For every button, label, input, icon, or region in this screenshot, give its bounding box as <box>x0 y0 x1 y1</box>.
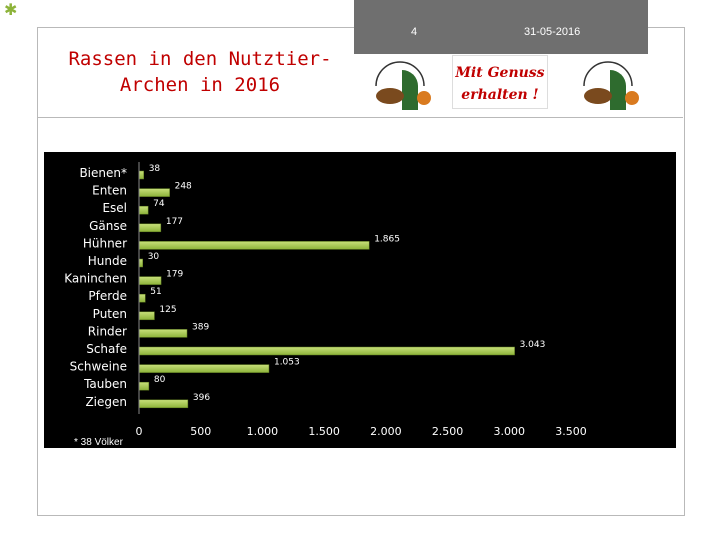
category-label: Esel <box>102 201 127 215</box>
category-label: Schafe <box>86 342 127 356</box>
bar <box>138 364 270 373</box>
category-label: Ziegen <box>85 395 127 409</box>
value-label: 74 <box>153 199 165 209</box>
x-tick-label: 1.000 <box>247 425 279 438</box>
bar <box>138 293 146 303</box>
bar <box>138 276 162 285</box>
category-label: Enten <box>92 184 127 198</box>
farm-logo-right <box>583 61 639 110</box>
door-shape <box>610 70 626 110</box>
slogan-banner: Mit Genuss erhalten ! <box>452 55 548 109</box>
value-label: 1.865 <box>374 234 400 244</box>
x-tick-label: 1.500 <box>308 425 340 438</box>
value-label: 3.043 <box>520 340 546 350</box>
bar <box>138 346 515 356</box>
x-axis-ticks: 0 500 1.000 1.500 2.000 2.500 3.000 3.500 <box>136 425 587 438</box>
farm-logo-left <box>375 61 431 110</box>
arch-line <box>583 61 633 87</box>
category-label: Tauben <box>83 377 127 391</box>
slide-date: 31-05-2016 <box>524 26 581 38</box>
category-label: Puten <box>93 307 127 321</box>
x-tick-label: 2.000 <box>370 425 402 438</box>
value-label: 38 <box>149 164 161 174</box>
value-label: 177 <box>166 217 183 227</box>
value-label: 30 <box>148 252 160 262</box>
category-label: Gänse <box>89 219 127 233</box>
value-label: 125 <box>159 305 176 315</box>
x-tick-label: 2.500 <box>432 425 464 438</box>
value-label: 1.053 <box>274 358 300 368</box>
door-shape <box>402 70 418 110</box>
category-label: Hunde <box>88 254 127 268</box>
bar <box>138 205 149 215</box>
cow-figure <box>584 88 612 104</box>
value-label: 80 <box>154 375 166 385</box>
x-tick-label: 3.000 <box>494 425 526 438</box>
bar <box>138 223 162 233</box>
category-label: Bienen* <box>79 166 127 180</box>
value-label: 389 <box>192 322 209 332</box>
bar <box>138 241 370 250</box>
value-label: 179 <box>166 270 183 280</box>
header-divider <box>37 117 683 118</box>
category-labels: Bienen* Enten Esel Gänse Hühner Hunde Kaninche… <box>64 166 127 409</box>
arch-line <box>375 61 425 87</box>
x-tick-label: 500 <box>190 425 211 438</box>
bar <box>138 381 150 391</box>
rooster-figure <box>417 91 431 105</box>
x-tick-label: 3.500 <box>555 425 587 438</box>
chart-background <box>44 152 676 448</box>
page-number: 4 <box>411 26 418 38</box>
category-label: Kaninchen <box>64 272 127 286</box>
bar <box>138 258 143 268</box>
bar <box>138 399 189 409</box>
x-tick-label: 0 <box>136 425 143 438</box>
value-label: 248 <box>175 182 192 192</box>
bar <box>138 188 170 197</box>
footnote: * 38 Völker <box>74 437 123 448</box>
bar <box>138 311 155 321</box>
header-strip <box>354 0 648 54</box>
category-label: Schweine <box>70 360 127 374</box>
corner-decoration: ✱ <box>4 2 18 19</box>
bar <box>138 170 144 180</box>
bar <box>138 329 188 338</box>
rooster-figure <box>625 91 639 105</box>
bars-group <box>138 170 515 409</box>
cow-figure <box>376 88 404 104</box>
category-label: Rinder <box>88 324 127 338</box>
category-label: Pferde <box>88 289 127 303</box>
value-label: 396 <box>193 393 210 403</box>
copyright-text: © Nutztier-Arche Kastanienhof <box>530 520 652 530</box>
value-label: 51 <box>150 287 161 297</box>
slide-title: Rassen in den Nutztier-Archen in 2016 <box>68 48 332 96</box>
category-label: Hühner <box>83 236 127 250</box>
